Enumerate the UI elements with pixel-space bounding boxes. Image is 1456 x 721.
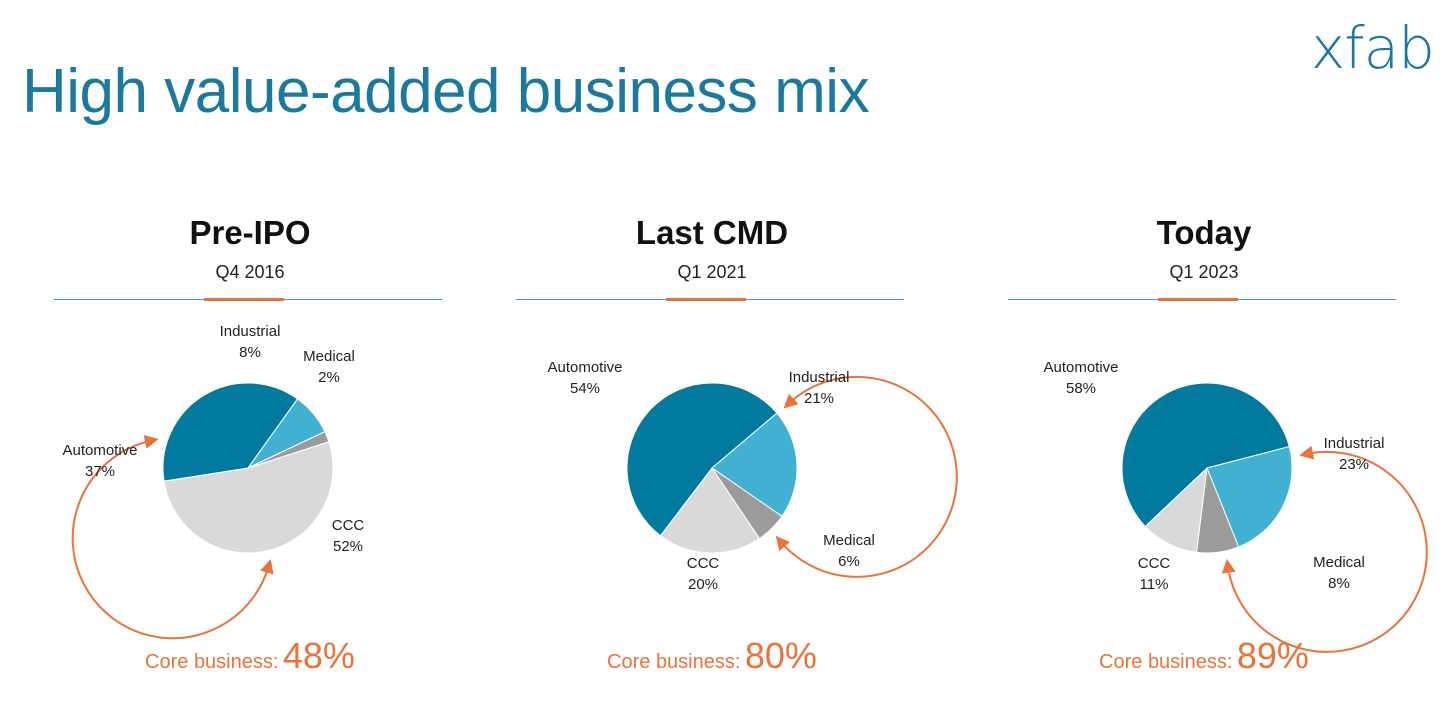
pie-label-automotive: Automotive bbox=[547, 359, 622, 376]
pie-chart: Automotive 58% Industrial 23% Medical 8% CCC 11… bbox=[1043, 359, 1428, 653]
pie-value-medical: 8% bbox=[1328, 575, 1350, 592]
pie-label-automotive: Automotive bbox=[1043, 359, 1118, 376]
chart-subtitle: Q1 2023 bbox=[1169, 262, 1239, 282]
divider-accent bbox=[1158, 298, 1238, 301]
pie-value-medical: 6% bbox=[838, 553, 860, 570]
chart-subtitle: Q4 2016 bbox=[215, 262, 285, 282]
xfab-logo: xfab bbox=[1310, 14, 1435, 82]
pie-slice-ccc bbox=[659, 467, 761, 554]
pie-value-ccc: 20% bbox=[688, 576, 718, 593]
chart-subtitle: Q1 2021 bbox=[677, 262, 747, 282]
chart-title: Pre-IPO bbox=[189, 214, 311, 251]
pie-label-medical: Medical bbox=[303, 348, 355, 365]
pie-slice-automotive bbox=[626, 382, 778, 537]
pie-label-ccc: CCC bbox=[332, 517, 365, 534]
page-title: High value-added business mix bbox=[22, 57, 870, 126]
core-business-value: 80% bbox=[744, 635, 817, 676]
pie-value-automotive: 54% bbox=[570, 380, 600, 397]
pie-value-ccc: 52% bbox=[333, 538, 363, 555]
pie-label-medical: Medical bbox=[823, 532, 875, 549]
chart-title: Last CMD bbox=[635, 214, 789, 251]
pie-value-industrial: 23% bbox=[1339, 456, 1369, 473]
core-business: Core business: 80% bbox=[512, 635, 912, 677]
pie-value-industrial: 8% bbox=[239, 344, 261, 361]
core-business-arc bbox=[775, 375, 958, 578]
pie-label-ccc: CCC bbox=[1138, 555, 1171, 572]
core-business-arc bbox=[1221, 445, 1428, 653]
pie-value-industrial: 21% bbox=[804, 390, 834, 407]
core-business: Core business: 89% bbox=[1004, 635, 1404, 677]
pie-chart: Automotive 54% Industrial 21% Medical 6% CCC 20… bbox=[547, 359, 958, 593]
core-business-label: Core business: bbox=[607, 651, 741, 673]
pie-slice-automotive bbox=[1121, 382, 1290, 528]
pie-label-medical: Medical bbox=[1313, 554, 1365, 571]
pie-label-industrial: Industrial bbox=[220, 323, 281, 340]
divider-accent bbox=[666, 298, 746, 301]
pie-chart: Automotive 37% Industrial 8% Medical 2% CCC 52% bbox=[62, 323, 365, 640]
core-business-value: 89% bbox=[1236, 635, 1309, 676]
pie-label-industrial: Industrial bbox=[1324, 435, 1385, 452]
core-business-label: Core business: bbox=[1099, 651, 1233, 673]
pie-panel-last-cmd: Last CMD Q1 2021 Automotive 54% Industrial… bbox=[512, 210, 958, 690]
pie-value-automotive: 58% bbox=[1066, 380, 1096, 397]
pie-panel-today: Today Q1 2023 Automotive 58% Industrial 23%… bbox=[1004, 210, 1428, 690]
pie-value-ccc: 11% bbox=[1140, 576, 1169, 593]
pie-value-medical: 2% bbox=[318, 369, 340, 386]
pie-label-industrial: Industrial bbox=[789, 369, 850, 386]
chart-title: Today bbox=[1156, 214, 1252, 251]
core-business-value: 48% bbox=[282, 635, 355, 676]
divider-accent bbox=[204, 298, 284, 301]
pie-panel-pre-ipo: Pre-IPO Q4 2016 Automotive 37% Industrial 8… bbox=[50, 210, 450, 690]
pie-value-automotive: 37% bbox=[85, 463, 115, 480]
core-business-label: Core business: bbox=[145, 651, 279, 673]
core-business: Core business: 48% bbox=[50, 635, 450, 677]
pie-label-ccc: CCC bbox=[687, 555, 720, 572]
core-business-arc bbox=[71, 435, 274, 640]
pie-label-automotive: Automotive bbox=[62, 442, 137, 459]
